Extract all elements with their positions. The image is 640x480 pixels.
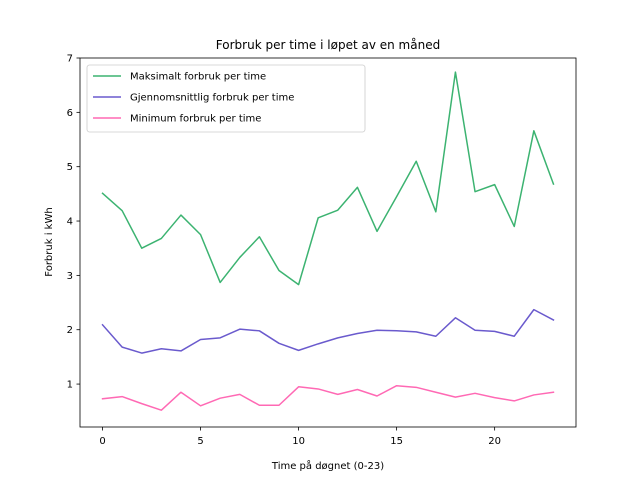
x-tick-label: 0 xyxy=(99,436,105,447)
legend: Maksimalt forbruk per time Gjennomsnittli… xyxy=(86,64,366,133)
y-tick-label: 5 xyxy=(67,162,73,173)
x-axis: 0 5 10 15 20 xyxy=(99,427,501,447)
x-tick-label: 20 xyxy=(488,436,501,447)
y-tick-label: 1 xyxy=(67,380,73,391)
x-tick-label: 5 xyxy=(197,436,203,447)
legend-label: Gjennomsnittlig forbruk per time xyxy=(130,93,294,104)
x-tick-label: 15 xyxy=(390,436,403,447)
plot-area xyxy=(101,71,555,411)
y-axis: 1 2 3 4 5 6 7 xyxy=(67,54,80,391)
y-axis-label: Forbruk i kWh xyxy=(44,207,55,276)
series-line-3 xyxy=(101,384,555,411)
axes-frame xyxy=(79,57,577,428)
x-axis-label: Time på døgnet (0-23) xyxy=(271,459,384,472)
legend-label: Minimum forbruk per time xyxy=(130,114,261,125)
chart-title: Forbruk per time i løpet av en måned xyxy=(216,38,440,52)
y-tick-label: 4 xyxy=(67,217,73,228)
x-tick-label: 10 xyxy=(292,436,305,447)
series-line-2 xyxy=(101,308,555,354)
y-tick-label: 3 xyxy=(67,271,73,282)
legend-box xyxy=(86,64,366,133)
series-line-1 xyxy=(101,71,555,286)
y-tick-label: 7 xyxy=(67,54,73,65)
y-tick-label: 6 xyxy=(67,108,73,119)
y-tick-label: 2 xyxy=(67,325,73,336)
legend-label: Maksimalt forbruk per time xyxy=(130,72,266,83)
